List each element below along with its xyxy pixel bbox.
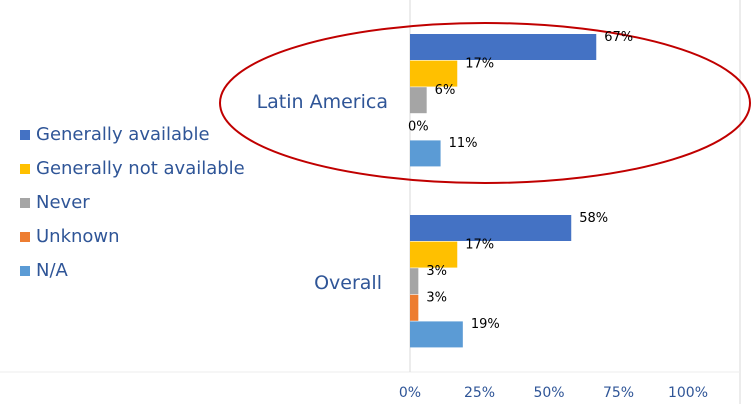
x-tick-label: 0% [399,385,421,401]
bar [410,140,441,167]
value-label: 19% [471,317,500,332]
bar [410,87,427,114]
value-label: 3% [426,291,447,306]
x-tick-label: 75% [603,385,634,401]
legend-label: Generally available [36,124,210,145]
legend-label: Unknown [36,226,120,247]
x-tick-label: 50% [533,385,564,401]
value-label: 58% [579,211,608,226]
legend-swatch [20,164,30,174]
value-label: 67% [604,30,633,45]
legend-label: N/A [36,260,69,281]
legend-swatch [20,266,30,276]
value-label: 3% [426,264,447,279]
bar [410,294,419,321]
x-tick-label: 100% [668,385,708,401]
value-label: 0% [408,120,429,135]
legend-label: Never [36,192,90,213]
x-tick-label: 25% [464,385,495,401]
legend-label: Generally not available [36,158,245,179]
value-label: 11% [449,136,478,151]
bar [410,215,572,241]
bar [410,60,458,87]
bar [410,34,597,60]
value-label: 17% [465,237,494,252]
category-label: Latin America [257,91,388,113]
bar [410,321,463,348]
category-label: Overall [314,272,382,294]
bar [410,241,458,268]
legend-swatch [20,130,30,140]
bar [410,268,419,295]
highlight-ellipse [219,22,751,184]
value-label: 6% [435,83,456,98]
value-label: 17% [465,56,494,71]
legend-swatch [20,198,30,208]
legend-swatch [20,232,30,242]
